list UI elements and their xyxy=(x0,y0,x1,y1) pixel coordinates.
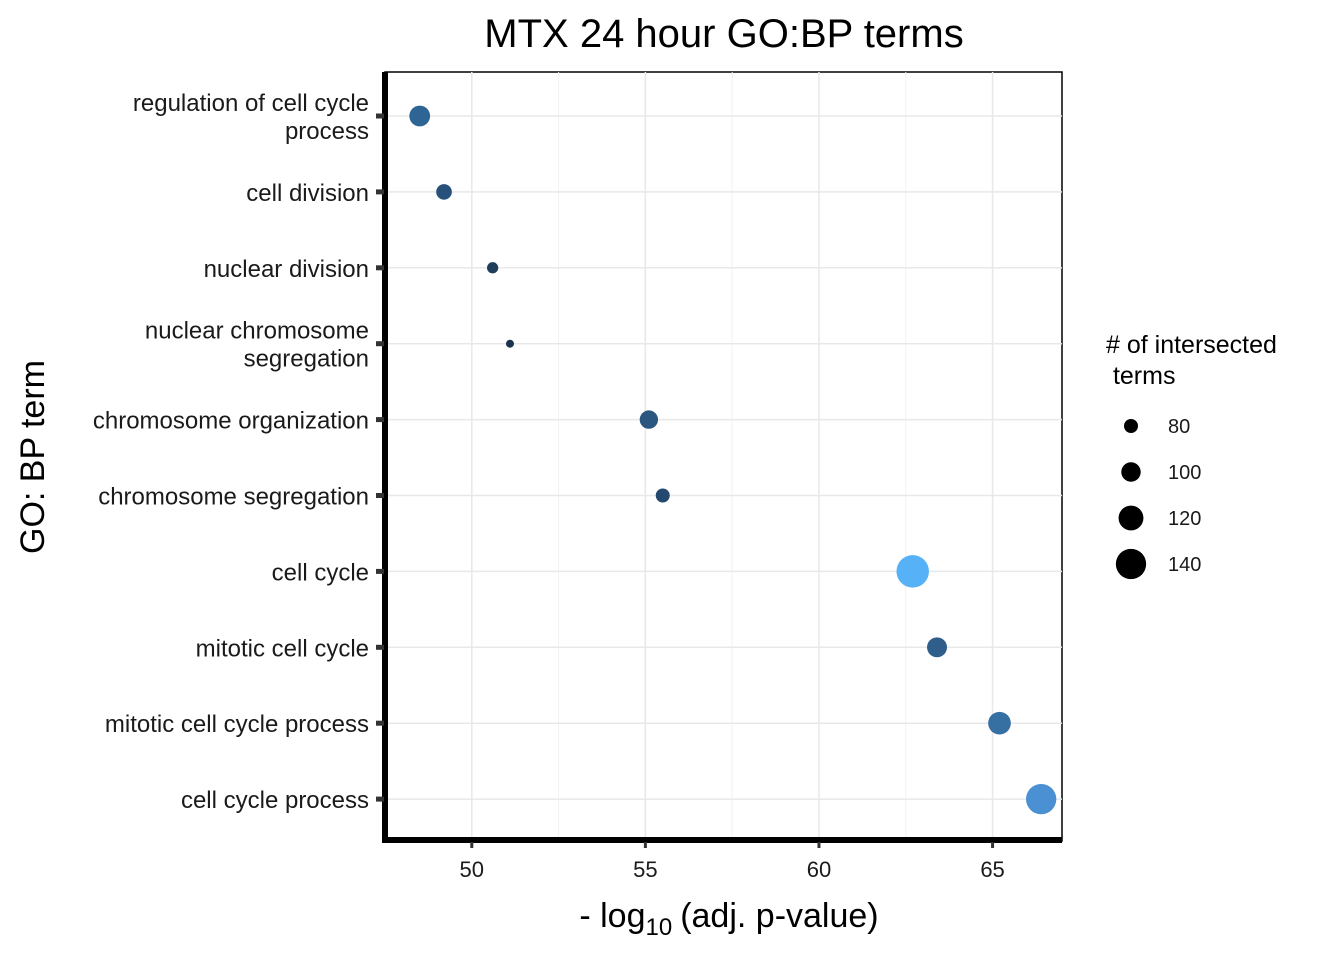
legend-key-label: 120 xyxy=(1168,508,1201,530)
data-point xyxy=(639,410,659,429)
x-tick-label: 60 xyxy=(807,857,831,882)
legend-title-line2: terms xyxy=(1106,362,1175,390)
y-tick-label-line: chromosome segregation xyxy=(98,484,369,511)
y-tick-label-line: cell cycle process xyxy=(181,787,369,814)
x-tick-label: 55 xyxy=(633,857,657,882)
legend-title: # of intersected terms xyxy=(1106,331,1277,390)
legend-key-label: 140 xyxy=(1168,554,1201,576)
data-point xyxy=(655,488,670,503)
y-tick-labels: regulation of cell cycle process cell divi… xyxy=(93,90,384,814)
y-tick-label-line: regulation of cell cycle xyxy=(133,90,369,117)
chart-title: MTX 24 hour GO:BP terms xyxy=(484,12,963,56)
legend-keys: 80 100 120 140 xyxy=(1115,416,1201,580)
y-tick-label: chromosome segregation xyxy=(98,484,369,511)
data-points xyxy=(409,105,1057,815)
legend-key-label: 100 xyxy=(1168,462,1201,484)
legend-key-label: 80 xyxy=(1168,416,1190,438)
grid-lines xyxy=(385,72,1062,840)
y-tick-label: mitotic cell cycle xyxy=(196,635,369,662)
legend-key-circle xyxy=(1124,419,1138,433)
y-tick-label: cell cycle xyxy=(272,559,369,586)
legend-key-circle xyxy=(1118,505,1144,531)
data-point xyxy=(1026,783,1057,815)
y-tick-label: regulation of cell cycle process xyxy=(133,90,369,145)
x-axis-title-prefix: - log xyxy=(579,897,645,935)
y-tick-label-line: chromosome organization xyxy=(93,408,369,435)
x-tick-label: 65 xyxy=(980,857,1004,882)
data-point xyxy=(409,105,431,127)
legend-key-circle xyxy=(1115,548,1147,580)
x-tick-label: 50 xyxy=(460,857,484,882)
legend-title-line1: # of intersected xyxy=(1106,331,1277,359)
data-point xyxy=(988,711,1011,735)
data-point xyxy=(927,637,947,658)
size-legend: # of intersected terms 80 100 120 140 xyxy=(1106,331,1277,580)
data-point xyxy=(896,555,929,588)
data-point xyxy=(486,262,499,274)
y-tick-label-line: cell cycle xyxy=(272,559,369,586)
x-axis-title: - log10 (adj. p-value) xyxy=(579,897,878,941)
data-point xyxy=(505,339,514,348)
data-point xyxy=(436,184,452,200)
y-tick-label-line: nuclear division xyxy=(204,256,369,283)
y-tick-label: cell division xyxy=(246,180,369,207)
y-tick-label-line: cell division xyxy=(246,180,369,207)
y-tick-label-line: nuclear chromosome xyxy=(145,318,369,345)
x-tick-labels: 50 55 60 65 xyxy=(460,842,1005,882)
y-tick-label: nuclear division xyxy=(204,256,369,283)
y-tick-label: nuclear chromosome segregation xyxy=(145,318,369,373)
plot-panel xyxy=(384,71,1063,842)
x-axis-title-suffix: (adj. p-value) xyxy=(680,897,878,935)
y-tick-label: mitotic cell cycle process xyxy=(105,711,369,738)
x-axis-title-subscript: 10 xyxy=(646,914,673,941)
y-tick-label-line: mitotic cell cycle xyxy=(196,635,369,662)
y-tick-label: cell cycle process xyxy=(181,787,369,814)
y-tick-label-line: segregation xyxy=(244,346,369,373)
y-tick-label-line: process xyxy=(285,118,369,145)
y-tick-label-line: mitotic cell cycle process xyxy=(105,711,369,738)
y-axis-title: GO: BP term xyxy=(14,360,52,554)
legend-key-circle xyxy=(1121,462,1141,482)
y-tick-label: chromosome organization xyxy=(93,408,369,435)
